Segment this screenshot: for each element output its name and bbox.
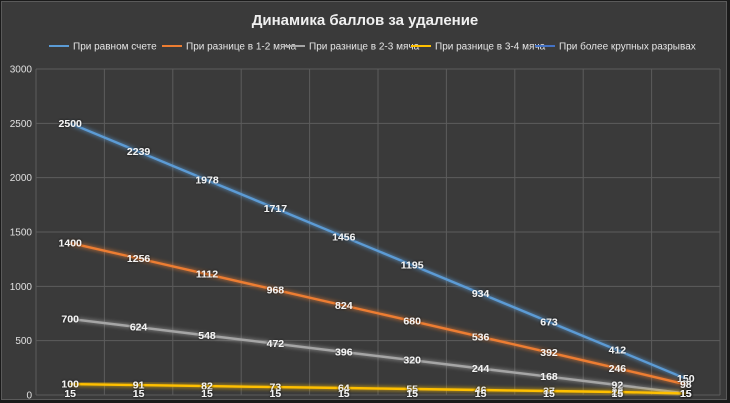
gridlines <box>35 68 721 396</box>
data-label: 673 <box>540 316 558 328</box>
series-line <box>69 241 687 386</box>
data-label: 244 <box>472 363 490 375</box>
legend-label: При разнице в 2-3 мяча <box>309 42 420 53</box>
data-label: 15 <box>475 388 487 400</box>
data-label: 392 <box>540 347 558 359</box>
data-label: 536 <box>472 331 490 343</box>
data-label: 15 <box>406 388 418 400</box>
y-axis: 0 500 1000 1500 2000 2500 3000 <box>10 65 33 402</box>
data-label: 15 <box>133 388 145 400</box>
y-tick-label: 0 <box>26 391 32 402</box>
data-label: 968 <box>267 284 285 296</box>
data-label: 2500 <box>59 118 83 130</box>
series-line <box>69 122 687 380</box>
y-tick-label: 1000 <box>10 282 33 293</box>
data-label: 1400 <box>59 237 83 249</box>
data-label: 55 <box>406 384 418 396</box>
data-label: 412 <box>609 345 627 357</box>
data-label: 73 <box>270 382 282 394</box>
data-label: 15 <box>338 388 350 400</box>
data-label: 548 <box>198 330 216 342</box>
data-label: 2239 <box>127 146 151 158</box>
data-label: 28 <box>612 386 624 398</box>
data-label: 824 <box>335 300 353 312</box>
data-label: 320 <box>403 355 421 367</box>
data-label: 150 <box>677 373 695 385</box>
data-label: 15 <box>612 388 624 400</box>
legend-label: При равном счете <box>73 42 157 53</box>
data-label: 1978 <box>195 175 219 187</box>
data-label: 934 <box>472 288 490 300</box>
data-label: 396 <box>335 346 353 358</box>
data-label: 246 <box>609 363 627 375</box>
data-label: 15 <box>543 388 555 400</box>
data-label: 15 <box>680 388 692 400</box>
series-line <box>70 317 686 395</box>
data-label: 46 <box>475 385 487 397</box>
legend-item[interactable]: При разнице в 1-2 мяча <box>162 42 297 53</box>
legend-item[interactable]: При разнице в 3-4 мяча <box>411 42 546 53</box>
legend-label: При разнице в 1-2 мяча <box>186 42 297 53</box>
data-label: 700 <box>61 313 79 325</box>
data-label: 1256 <box>127 253 151 265</box>
data-label: 100 <box>61 379 79 391</box>
data-label: 1195 <box>401 260 424 272</box>
y-tick-label: 500 <box>15 336 32 347</box>
legend-item[interactable]: При равном счете <box>49 42 157 53</box>
data-label: 15 <box>680 388 692 400</box>
chart-title: Динамика баллов за удаление <box>252 12 479 29</box>
data-label: 472 <box>267 338 285 350</box>
series-lines <box>69 122 687 395</box>
data-label: 680 <box>403 316 421 328</box>
legend: При равном счете При разнице в 1-2 мяча Пр… <box>49 41 696 53</box>
legend-label: При разнице в 3-4 мяча <box>435 42 546 53</box>
data-label: 98 <box>680 379 692 391</box>
data-label: 1112 <box>196 269 218 281</box>
data-label: 15 <box>680 388 692 400</box>
legend-item[interactable]: При более крупных разрывах <box>535 41 696 53</box>
legend-label: При более крупных разрывах <box>559 41 696 53</box>
data-labels: 2500 2239 1978 1717 1456 1195 934 673 412 150 1400… <box>59 118 695 400</box>
y-tick-label: 2500 <box>10 119 33 130</box>
y-tick-label: 1500 <box>10 228 33 239</box>
data-label: 15 <box>201 388 213 400</box>
data-label: 92 <box>612 380 624 392</box>
data-label: 1456 <box>332 231 356 243</box>
y-tick-label: 3000 <box>10 65 33 76</box>
data-label: 1717 <box>264 203 288 215</box>
data-label: 15 <box>270 388 282 400</box>
y-tick-label: 2000 <box>10 173 33 184</box>
data-label: 82 <box>201 381 213 393</box>
data-label: 168 <box>540 371 558 383</box>
data-label: 37 <box>543 385 555 397</box>
data-label: 15 <box>64 388 76 400</box>
data-label: 91 <box>133 380 145 392</box>
data-label: 64 <box>338 383 350 395</box>
legend-item[interactable]: При разнице в 2-3 мяча <box>285 42 420 53</box>
series-line <box>70 382 686 395</box>
data-label: 624 <box>130 322 148 334</box>
